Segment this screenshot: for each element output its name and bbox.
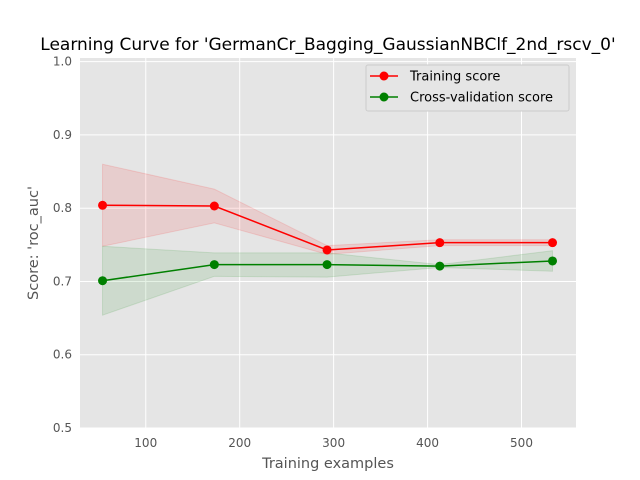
cv-score-point — [209, 260, 219, 270]
x-tick-labels: 100 200 300 400 500 — [134, 436, 533, 450]
x-tick-label: 400 — [416, 436, 439, 450]
legend: Training score Cross-validation score — [365, 64, 570, 112]
training-score-point — [548, 238, 558, 248]
y-tick-label: 0.7 — [53, 274, 72, 288]
training-score-point — [209, 201, 219, 211]
chart-title: Learning Curve for 'GermanCr_Bagging_Gau… — [40, 35, 615, 55]
y-axis-label: Score: 'roc_auc' — [26, 186, 42, 300]
grid-lines — [80, 58, 576, 429]
legend-cv-marker — [379, 92, 389, 102]
x-tick-label: 500 — [510, 436, 533, 450]
legend-training-marker — [379, 71, 389, 81]
legend-box — [365, 64, 570, 112]
x-tick-label: 300 — [322, 436, 345, 450]
cv-score-point — [435, 261, 445, 271]
y-tick-label: 0.9 — [53, 128, 72, 142]
y-tick-label: 0.6 — [53, 348, 72, 362]
y-tick-label: 0.5 — [53, 421, 72, 435]
y-tick-label: 0.8 — [53, 201, 72, 215]
legend-cv-label: Cross-validation score — [410, 91, 553, 106]
training-score-point — [322, 245, 332, 255]
y-tick-labels: 0.5 0.6 0.7 0.8 0.9 1.0 — [53, 55, 72, 435]
y-tick-label: 1.0 — [53, 55, 72, 69]
series-markers — [98, 200, 558, 286]
training-score-point — [98, 200, 108, 210]
x-tick-label: 200 — [228, 436, 251, 450]
x-axis-label: Training examples — [261, 456, 394, 472]
cv-score-point — [98, 276, 108, 286]
x-tick-label: 100 — [134, 436, 157, 450]
cv-score-point — [548, 256, 558, 266]
cv-score-point — [322, 260, 332, 270]
training-score-point — [435, 238, 445, 248]
legend-training-label: Training score — [409, 70, 500, 85]
